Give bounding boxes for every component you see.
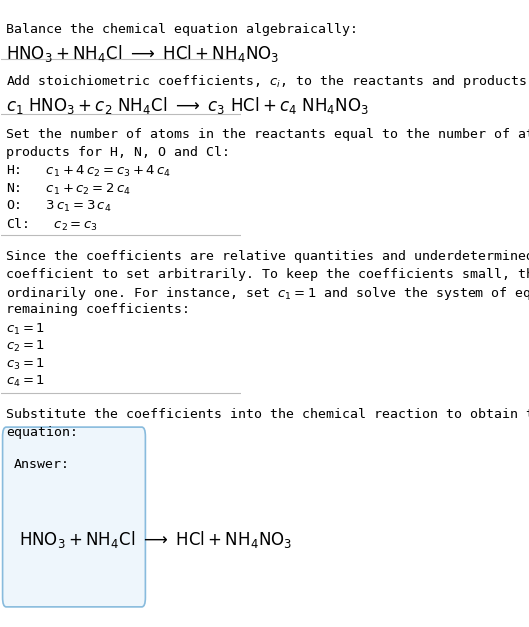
Text: $c_4 = 1$: $c_4 = 1$ <box>6 374 45 389</box>
Text: $c_1\ \mathrm{HNO_3} + c_2\ \mathrm{NH_4Cl} \ \longrightarrow \ c_3\ \mathrm{HCl: $c_1\ \mathrm{HNO_3} + c_2\ \mathrm{NH_4… <box>6 95 369 116</box>
Text: ordinarily one. For instance, set $c_1 = 1$ and solve the system of equations fo: ordinarily one. For instance, set $c_1 =… <box>6 285 529 302</box>
Text: Cl:   $c_2 = c_3$: Cl: $c_2 = c_3$ <box>6 217 98 233</box>
Text: $c_1 = 1$: $c_1 = 1$ <box>6 322 45 337</box>
Text: Balance the chemical equation algebraically:: Balance the chemical equation algebraica… <box>6 23 358 36</box>
Text: N:   $c_1 + c_2 = 2\,c_4$: N: $c_1 + c_2 = 2\,c_4$ <box>6 182 131 197</box>
Text: equation:: equation: <box>6 426 78 439</box>
Text: $\mathrm{HNO_3 + NH_4Cl \ \longrightarrow \ HCl + NH_4NO_3}$: $\mathrm{HNO_3 + NH_4Cl \ \longrightarro… <box>6 43 279 64</box>
Text: Answer:: Answer: <box>13 458 69 472</box>
Text: Since the coefficients are relative quantities and underdetermined, choose a: Since the coefficients are relative quan… <box>6 250 529 263</box>
Text: remaining coefficients:: remaining coefficients: <box>6 303 190 316</box>
Text: O:   $3\,c_1 = 3\,c_4$: O: $3\,c_1 = 3\,c_4$ <box>6 199 112 214</box>
FancyBboxPatch shape <box>3 427 145 607</box>
Text: coefficient to set arbitrarily. To keep the coefficients small, the arbitrary va: coefficient to set arbitrarily. To keep … <box>6 268 529 281</box>
Text: $c_3 = 1$: $c_3 = 1$ <box>6 357 45 372</box>
Text: $c_2 = 1$: $c_2 = 1$ <box>6 339 45 354</box>
Text: $\mathrm{HNO_3 + NH_4Cl \ \longrightarrow \ HCl + NH_4NO_3}$: $\mathrm{HNO_3 + NH_4Cl \ \longrightarro… <box>20 529 293 550</box>
Text: products for H, N, O and Cl:: products for H, N, O and Cl: <box>6 145 230 159</box>
Text: Substitute the coefficients into the chemical reaction to obtain the balanced: Substitute the coefficients into the che… <box>6 408 529 421</box>
Text: H:   $c_1 + 4\,c_2 = c_3 + 4\,c_4$: H: $c_1 + 4\,c_2 = c_3 + 4\,c_4$ <box>6 164 171 179</box>
Text: Add stoichiometric coefficients, $c_i$, to the reactants and products:: Add stoichiometric coefficients, $c_i$, … <box>6 73 529 90</box>
Text: Set the number of atoms in the reactants equal to the number of atoms in the: Set the number of atoms in the reactants… <box>6 128 529 141</box>
